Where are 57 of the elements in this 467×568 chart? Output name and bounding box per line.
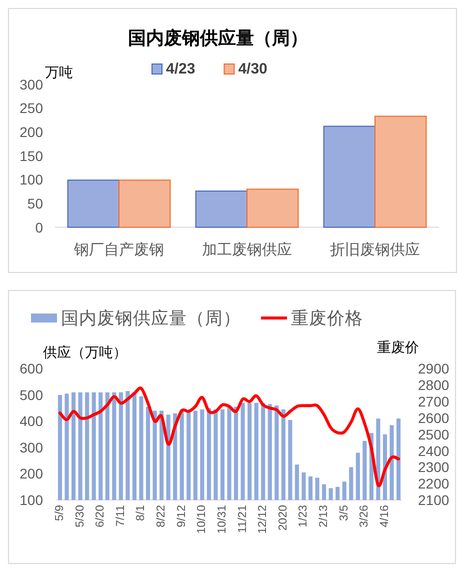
y-tick-label: 0: [35, 219, 44, 236]
x-tick-label: 10/31: [216, 505, 228, 534]
bar: [323, 126, 376, 228]
x-tick-label: 1/23: [298, 505, 310, 528]
legend-label: 国内废钢供应量（周）: [61, 308, 241, 328]
y-tick-label: 500: [20, 386, 44, 403]
x-tick-label: 8/1: [135, 505, 148, 521]
x-tick-label: 7/11: [114, 505, 127, 527]
chart-title: 国内废钢供应量（周）: [128, 28, 308, 48]
legend-label: 4/30: [238, 60, 268, 78]
y2-tick-label: 2900: [418, 360, 450, 377]
y-tick-label: 250: [20, 100, 44, 116]
bar: [195, 190, 248, 228]
x-tick-label: 2/13: [318, 505, 330, 528]
x-tick-label: 11/21: [236, 505, 249, 533]
y-tick-label: 300: [20, 439, 44, 456]
y-axis-title: 供应（万吨）: [43, 344, 127, 360]
bar: [67, 180, 120, 228]
x-tick-label: 4/16: [378, 504, 391, 528]
legend-label: 重废价格: [291, 308, 363, 328]
legend-label: 4/23: [166, 60, 196, 78]
x-tick-label: 9/12: [176, 505, 188, 528]
x-tick-label: 12/12: [257, 504, 270, 534]
y-tick-label: 200: [20, 466, 44, 482]
y-tick-label: 50: [27, 195, 44, 212]
x-tick-label: 5/9: [54, 505, 66, 522]
y-tick-label: 100: [20, 492, 44, 508]
bar: [246, 188, 299, 228]
y2-tick-label: 2500: [418, 426, 450, 442]
x-tick-label: 加工废钢供应: [202, 242, 292, 258]
y-tick-label: 600: [20, 360, 44, 377]
x-tick-label: 10/10: [196, 505, 208, 534]
y2-tick-label: 2300: [418, 459, 450, 476]
y-tick-label: 400: [20, 413, 44, 430]
y-tick-label: 200: [20, 124, 44, 140]
x-tick-label: 6/20: [94, 505, 107, 528]
x-tick-label: 8/22: [156, 504, 168, 528]
bar: [118, 180, 171, 228]
x-tick-label: 3/5: [338, 505, 350, 521]
y-tick-label: 300: [20, 76, 44, 92]
y-tick-label: 150: [20, 148, 44, 164]
x-tick-label: 2020: [277, 504, 290, 531]
y-axis-title: 万吨: [45, 64, 73, 80]
y2-tick-label: 2600: [418, 410, 450, 426]
y2-tick-label: 2200: [418, 476, 450, 492]
y2-tick-label: 2700: [418, 394, 450, 410]
bar: [374, 116, 427, 228]
x-tick-label: 折旧废钢供应: [330, 242, 420, 258]
y-tick-label: 100: [20, 172, 44, 188]
y2-axis-title: 重废价: [377, 339, 419, 355]
y2-tick-label: 2400: [418, 442, 450, 459]
x-tick-label: 5/30: [74, 505, 86, 528]
x-tick-label: 3/26: [358, 505, 371, 528]
y2-tick-label: 2100: [418, 492, 450, 508]
line-series: [58, 386, 400, 487]
x-tick-label: 钢厂自产废钢: [73, 242, 164, 258]
y2-tick-label: 2800: [418, 377, 450, 394]
